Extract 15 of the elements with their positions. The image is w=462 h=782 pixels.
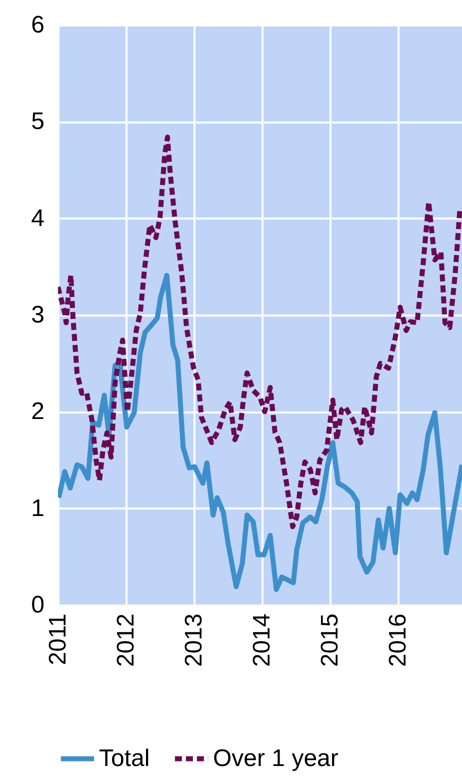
x-tick-label: 2011 [44, 614, 72, 666]
x-tick-label: 2014 [248, 614, 276, 667]
legend-label: Total [99, 744, 150, 772]
x-tick-label: 2012 [112, 614, 140, 667]
y-tick-label: 5 [31, 108, 44, 136]
y-tick-label: 0 [31, 592, 44, 618]
y-tick-label: 1 [31, 494, 44, 522]
x-tick-label: 2016 [384, 614, 412, 667]
y-tick-label: 6 [31, 12, 44, 38]
y-tick-label: 4 [31, 204, 44, 232]
y-tick-label: 3 [31, 302, 44, 328]
y-tick-label: 2 [31, 398, 44, 426]
legend-label: Over 1 year [213, 744, 338, 772]
x-tick-label: 2013 [180, 614, 208, 667]
x-tick-label: 2015 [316, 614, 344, 667]
